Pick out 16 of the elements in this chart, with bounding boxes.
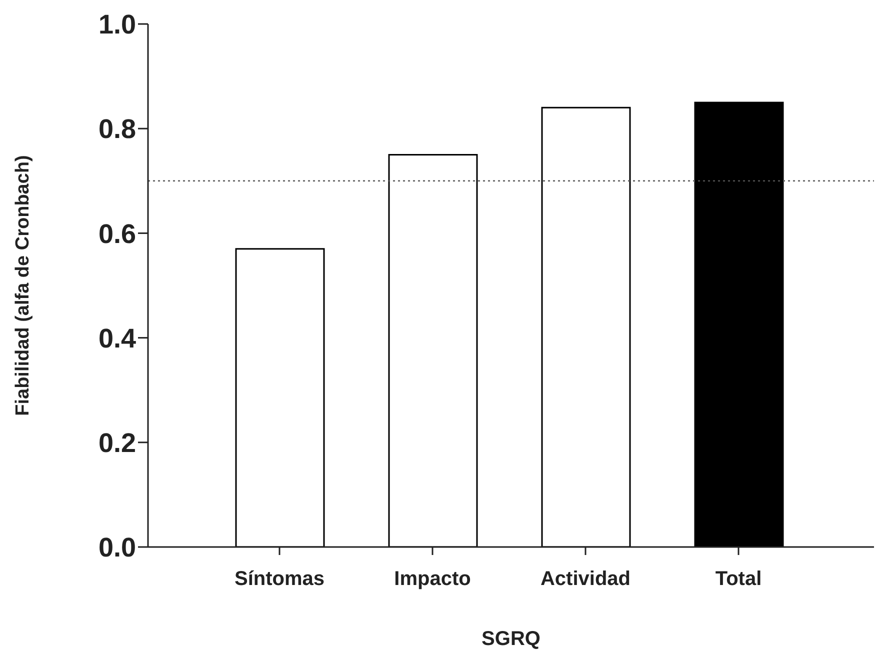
y-tick-label: 0.0 — [98, 532, 136, 563]
x-tick-label: Impacto — [394, 568, 471, 590]
y-axis-title: Fiabilidad (alfa de Cronbach) — [12, 155, 34, 416]
y-tick-label: 0.4 — [98, 323, 136, 354]
x-tick-label: Actividad — [540, 568, 631, 590]
bar — [388, 154, 478, 547]
y-tick-label: 0.2 — [98, 428, 136, 458]
bar — [235, 248, 325, 547]
bar — [541, 106, 631, 547]
bar — [694, 102, 784, 547]
x-tick-label: Total — [715, 568, 762, 590]
y-tick-label: 0.8 — [98, 114, 136, 144]
x-tick-label: Síntomas — [234, 568, 325, 590]
y-tick-label: 0.6 — [98, 218, 136, 249]
y-tick-label: 1.0 — [98, 10, 136, 40]
x-axis-title: SGRQ — [482, 628, 540, 650]
